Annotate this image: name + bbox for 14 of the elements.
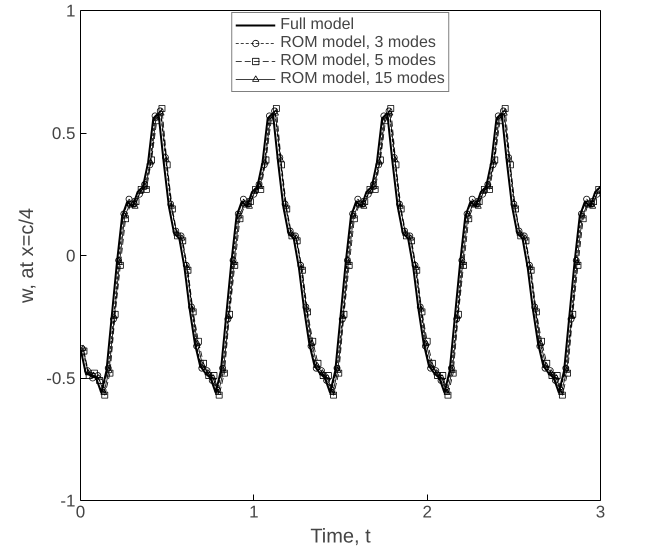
y-axis-title: w, at x=c/4 (16, 208, 38, 304)
x-tick-label: 2 (422, 502, 432, 522)
x-tick-label: 3 (596, 502, 606, 522)
legend-label: ROM model, 15 modes (280, 70, 445, 88)
x-axis-title: Time, t (310, 526, 372, 548)
y-tick-label: 0 (66, 246, 76, 266)
y-tick-label: 0.5 (52, 124, 76, 143)
y-tick-label: -1 (60, 492, 76, 510)
y-tick-label: 1 (66, 2, 76, 20)
legend-label: ROM model, 3 modes (280, 34, 436, 52)
legend-label: ROM model, 5 modes (280, 52, 436, 70)
legend-label: Full model (280, 16, 354, 34)
x-tick-label: 1 (249, 502, 259, 522)
y-tick-label: -0.5 (46, 369, 76, 388)
